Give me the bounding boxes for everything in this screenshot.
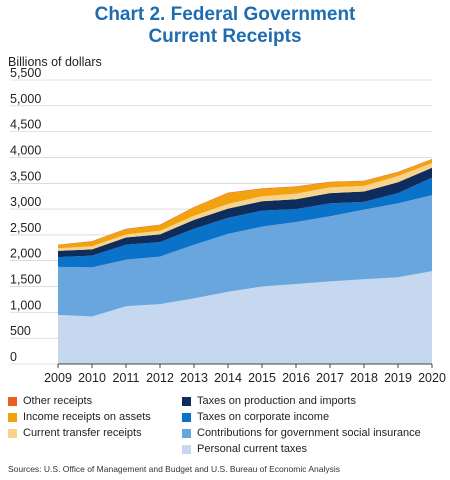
x-tick-label: 2019 xyxy=(384,371,412,385)
legend-label: Income receipts on assets xyxy=(23,411,151,423)
x-tick-label: 2016 xyxy=(282,371,310,385)
x-tick-label: 2011 xyxy=(113,371,140,385)
legend-item: Personal current taxes xyxy=(182,443,307,455)
legend-label: Other receipts xyxy=(23,395,93,407)
area-taxes-on-production-and-imports xyxy=(58,167,432,258)
legend-label: Contributions for government social insu… xyxy=(197,427,421,439)
legend-swatch xyxy=(8,412,17,422)
x-tick-label: 2014 xyxy=(214,371,242,385)
area-taxes-on-corporate-income xyxy=(58,177,432,268)
x-tick-label: 2020 xyxy=(418,371,446,385)
y-tick-label: 2,000 xyxy=(10,247,41,261)
legend-label: Personal current taxes xyxy=(197,443,308,455)
legend-swatch xyxy=(182,444,191,454)
y-tick-label: 3,000 xyxy=(10,195,41,209)
area-personal-current-taxes xyxy=(58,271,432,364)
legend-item: Contributions for government social insu… xyxy=(182,427,421,439)
legend-label: Taxes on production and imports xyxy=(197,395,356,407)
x-tick-label: 2012 xyxy=(146,371,174,385)
y-tick-label: 2,500 xyxy=(10,221,41,235)
y-tick-label: 500 xyxy=(10,324,31,338)
y-tick-label: 5,500 xyxy=(10,66,41,80)
legend-swatch xyxy=(182,428,191,438)
legend-label: Current transfer receipts xyxy=(23,427,142,439)
plot-area: 0 500 1,000 1,500 2,000 2,500 3,000 3,500 4,000 4… xyxy=(10,66,446,385)
area-contributions-for-government-social-insurance xyxy=(58,195,432,317)
x-tick-label: 2015 xyxy=(248,371,276,385)
x-tick-label: 2009 xyxy=(44,371,72,385)
chart-title: Chart 2. Federal Government xyxy=(94,4,356,25)
legend-swatch xyxy=(182,412,191,422)
source-note: Sources: U.S. Office of Management and B… xyxy=(8,464,340,474)
legend-swatch xyxy=(182,396,191,406)
x-tick-label: 2018 xyxy=(350,371,378,385)
x-tick-label: 2010 xyxy=(78,371,106,385)
y-axis-label: Billions of dollars xyxy=(8,55,102,69)
x-tick-label: 2013 xyxy=(180,371,208,385)
legend-item: Income receipts on assets xyxy=(8,411,151,423)
legend-item: Taxes on corporate income xyxy=(182,411,329,423)
legend-item: Other receipts xyxy=(8,395,92,407)
y-tick-label: 4,500 xyxy=(10,118,41,132)
y-tick-label: 0 xyxy=(10,350,17,364)
y-tick-label: 5,000 xyxy=(10,92,41,106)
legend-item: Current transfer receipts xyxy=(8,427,142,439)
y-tick-label: 1,000 xyxy=(10,298,41,312)
y-tick-label: 3,500 xyxy=(10,169,41,183)
y-tick-label: 4,000 xyxy=(10,143,41,157)
legend-swatch xyxy=(8,396,17,406)
y-tick-label: 1,500 xyxy=(10,273,41,287)
legend-swatch xyxy=(8,428,17,438)
legend-item: Taxes on production and imports xyxy=(182,395,356,407)
legend-label: Taxes on corporate income xyxy=(197,411,330,423)
chart-title-line2: Current Receipts xyxy=(148,26,302,47)
x-tick-label: 2017 xyxy=(316,371,344,385)
